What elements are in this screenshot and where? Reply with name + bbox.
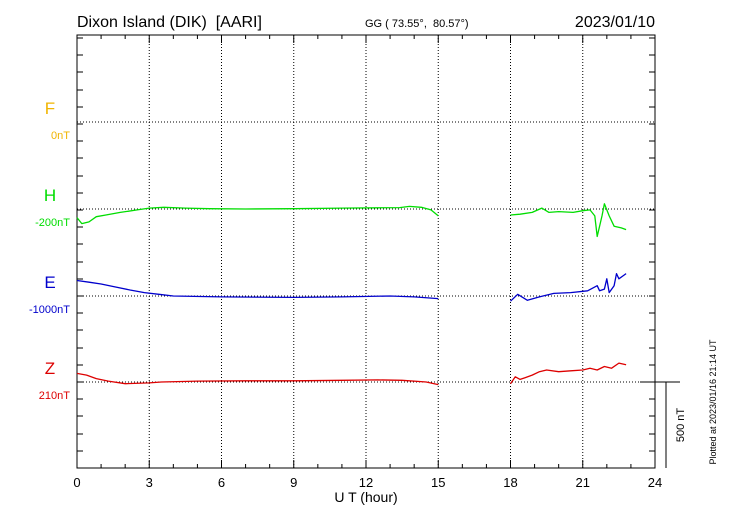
component-baseline: 210nT — [39, 390, 70, 402]
component-letter: F — [45, 99, 55, 118]
x-axis-label: U T (hour) — [334, 489, 397, 505]
x-tick-label: 3 — [146, 475, 153, 490]
component-baseline: -1000nT — [29, 304, 70, 316]
trace-e — [76, 279, 439, 300]
trace-z — [76, 372, 439, 386]
x-tick-labels: 0 3 6 9 12 15 18 21 24 — [73, 475, 662, 490]
component-labels: F 0nT H -200nT E -1000nT Z 210nT — [29, 99, 70, 402]
x-tick-label: 15 — [431, 475, 445, 490]
trace-z — [509, 362, 627, 385]
component-letter: H — [44, 186, 56, 205]
data-traces — [76, 203, 627, 386]
component-baseline: 0nT — [51, 130, 70, 142]
plotted-timestamp: Plotted at 2023/01/16 21:14 UT — [708, 339, 718, 465]
station-coordinates: GG ( 73.55°, 80.57°) — [365, 18, 469, 30]
plot-date: 2023/01/10 — [575, 14, 655, 31]
station-title: Dixon Island (DIK) [AARI] — [77, 14, 262, 31]
x-tick-label: 24 — [648, 475, 662, 490]
x-tick-label: 21 — [576, 475, 590, 490]
x-tick-label: 12 — [359, 475, 373, 490]
scale-bar: 500 nT — [640, 381, 687, 468]
trace-h — [76, 205, 439, 225]
trace-e — [510, 272, 627, 302]
component-letter: E — [44, 273, 55, 292]
x-tick-label: 18 — [503, 475, 517, 490]
component-baseline: -200nT — [35, 217, 70, 229]
x-tick-label: 9 — [290, 475, 297, 490]
scale-bar-label: 500 nT — [675, 408, 687, 443]
trace-h — [510, 203, 627, 238]
x-tick-label: 0 — [73, 475, 80, 490]
x-tick-label: 6 — [218, 475, 225, 490]
component-letter: Z — [45, 359, 55, 378]
axis-ticks — [76, 35, 656, 469]
